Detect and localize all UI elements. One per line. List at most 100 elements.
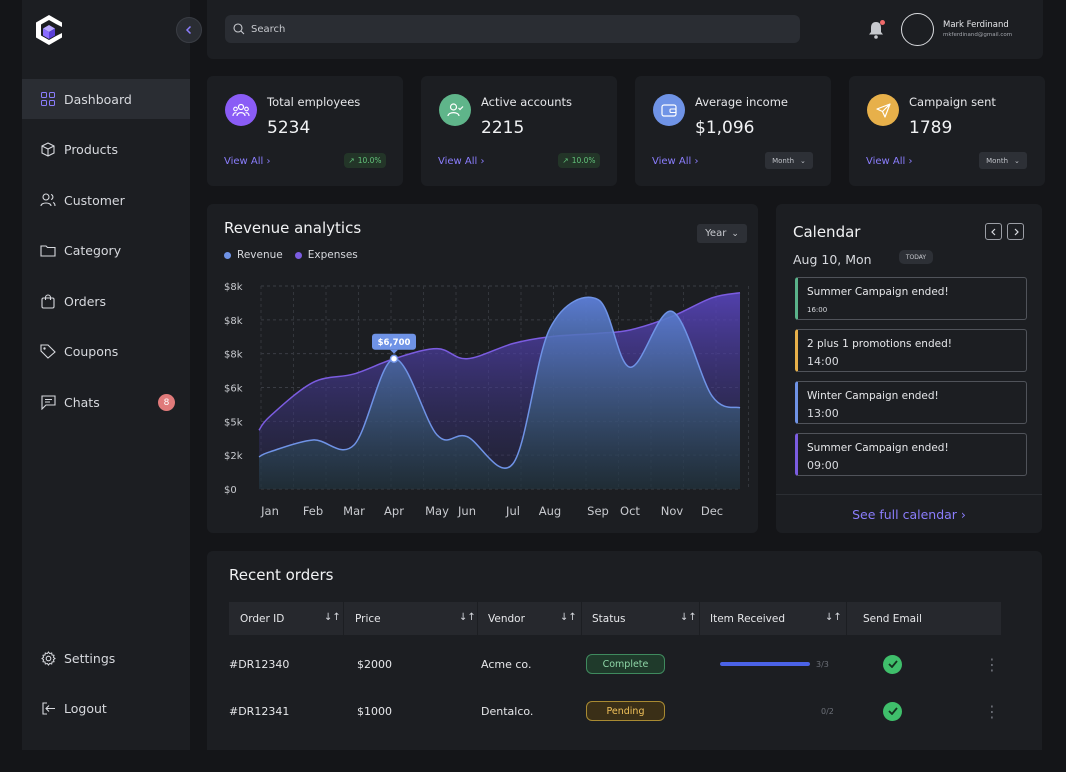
x-tick-label: May [425,504,449,518]
sidebar-item-label: Products [64,142,118,157]
y-tick-label: $8k [224,316,243,327]
app-logo[interactable] [34,14,64,46]
tag-icon [40,344,56,360]
search-icon [233,23,245,35]
sidebar-item-category[interactable]: Category [22,231,190,271]
sidebar-bottom-nav: Settings Logout [22,638,190,739]
view-all-link[interactable]: View All › [438,156,485,167]
sidebar: Dashboard Products Customer Category [22,0,190,750]
calendar-event[interactable]: Summer Campaign ended! 16:00 [795,277,1027,320]
email-sent-check-icon[interactable] [883,701,902,721]
sidebar-item-dashboard[interactable]: Dashboard [22,79,190,119]
revenue-chart: $0 $2k $5k $6k $8k $8k $8k Jan Feb Mar Apr May Jun Ju… [224,282,749,518]
items-received-progress [720,662,810,666]
sort-icon[interactable]: ↓↑ [324,612,341,623]
collapse-sidebar-button[interactable] [176,17,202,43]
stat-value: $1,096 [695,118,755,138]
event-time: 14:00 [807,355,839,368]
view-all-link[interactable]: View All › [224,156,271,167]
sidebar-item-settings[interactable]: Settings [22,638,190,678]
users-icon [40,192,56,208]
event-title: Summer Campaign ended! [807,442,949,454]
sidebar-item-label: Chats [64,394,100,410]
chart-legend: Revenue Expenses [224,249,358,261]
x-tick-label: Apr [384,504,404,518]
tooltip-box [372,333,416,350]
period-select[interactable]: Month ⌄ [979,152,1027,169]
event-time: 16:00 [807,306,828,314]
sort-icon[interactable]: ↓↑ [560,612,577,623]
view-all-link[interactable]: View All › [866,156,913,167]
trend-up-icon: ↗ [348,156,355,165]
sidebar-item-label: Customer [64,192,125,208]
event-title: 2 plus 1 promotions ended! [807,338,952,350]
column-header-price[interactable]: Price [355,612,381,625]
range-select[interactable]: Year ⌄ [697,224,747,243]
stat-value: 2215 [481,118,525,138]
more-options-icon[interactable]: ⋮ [984,701,1000,721]
stat-value: 1789 [909,118,953,138]
chevron-down-icon: ⌄ [731,228,739,239]
search-box[interactable] [225,15,800,43]
items-received: 0/2 [821,706,834,716]
sidebar-item-logout[interactable]: Logout [22,689,190,729]
period-select[interactable]: Month ⌄ [765,152,813,169]
sidebar-item-customer[interactable]: Customer [22,180,190,220]
calendar-event[interactable]: 2 plus 1 promotions ended! 14:00 [795,329,1027,372]
chevron-left-icon [185,25,192,35]
next-month-button[interactable] [1007,223,1024,240]
sidebar-item-products[interactable]: Products [22,130,190,170]
event-time: 09:00 [807,459,839,472]
notification-bell-icon[interactable] [867,20,885,40]
view-all-link[interactable]: View All › [652,156,699,167]
table-row[interactable]: #DR12341 $1000 Dentalco. Pending 0/2 ⋮ [229,688,1001,734]
calendar-title: Calendar [793,223,861,241]
revenue-line [258,296,741,469]
stat-card-average-income: Average income $1,096 View All › Month ⌄ [635,76,831,186]
user-check-icon [439,94,471,126]
chevron-left-icon [990,228,995,235]
avatar[interactable] [901,13,934,46]
calendar-date: Aug 10, Mon [793,252,872,267]
column-header-status[interactable]: Status [592,612,626,625]
gear-icon [40,650,56,666]
sidebar-item-coupons[interactable]: Coupons [22,332,190,372]
chevron-right-icon [1014,228,1019,235]
column-header-vendor[interactable]: Vendor [488,612,525,625]
notification-dot [880,20,885,25]
order-vendor: Dentalco. [481,704,534,718]
table-row[interactable]: #DR12340 $2000 Acme co. Complete 3/3 ⋮ [229,641,1001,687]
sort-icon[interactable]: ↓↑ [825,612,842,623]
sort-icon[interactable]: ↓↑ [680,612,697,623]
order-id: #DR12341 [229,704,290,718]
employees-icon [225,94,257,126]
sidebar-item-label: Category [64,243,122,258]
order-price: $1000 [357,704,392,718]
chats-count-badge: 8 [158,394,175,411]
sort-icon[interactable]: ↓↑ [459,612,476,623]
calendar-event[interactable]: Winter Campaign ended! 13:00 [795,381,1027,424]
stat-label: Total employees [267,95,361,109]
email-sent-check-icon[interactable] [883,654,902,674]
today-button[interactable]: TODAY [899,250,933,264]
sidebar-item-label: Settings [64,650,116,666]
column-header-item-received[interactable]: Item Received [710,612,786,625]
sidebar-item-label: Orders [64,293,107,309]
table-row-partial [229,735,1001,750]
column-header-order-id[interactable]: Order ID [240,612,285,625]
x-tick-label: Jul [505,504,520,518]
y-tick-label: $6k [224,384,243,395]
prev-month-button[interactable] [985,223,1002,240]
more-options-icon[interactable]: ⋮ [984,654,1000,674]
sidebar-item-chats[interactable]: Chats 8 [22,382,190,422]
trend-badge: ↗ 10.0% [558,153,600,168]
sidebar-item-orders[interactable]: Orders [22,281,190,321]
revenue-analytics-card: $0 $2k $5k $6k $8k $8k $8k Jan Feb Mar Apr May Jun Ju… [207,204,758,533]
tooltip-label: $6,700 [378,338,411,348]
calendar-event[interactable]: Summer Campaign ended! 09:00 [795,433,1027,476]
send-icon [867,94,899,126]
legend-item-revenue: Revenue [224,249,283,261]
chart-title: Revenue analytics [224,219,362,237]
see-full-calendar-link[interactable]: See full calendar › [776,494,1042,533]
search-input[interactable] [251,23,751,35]
